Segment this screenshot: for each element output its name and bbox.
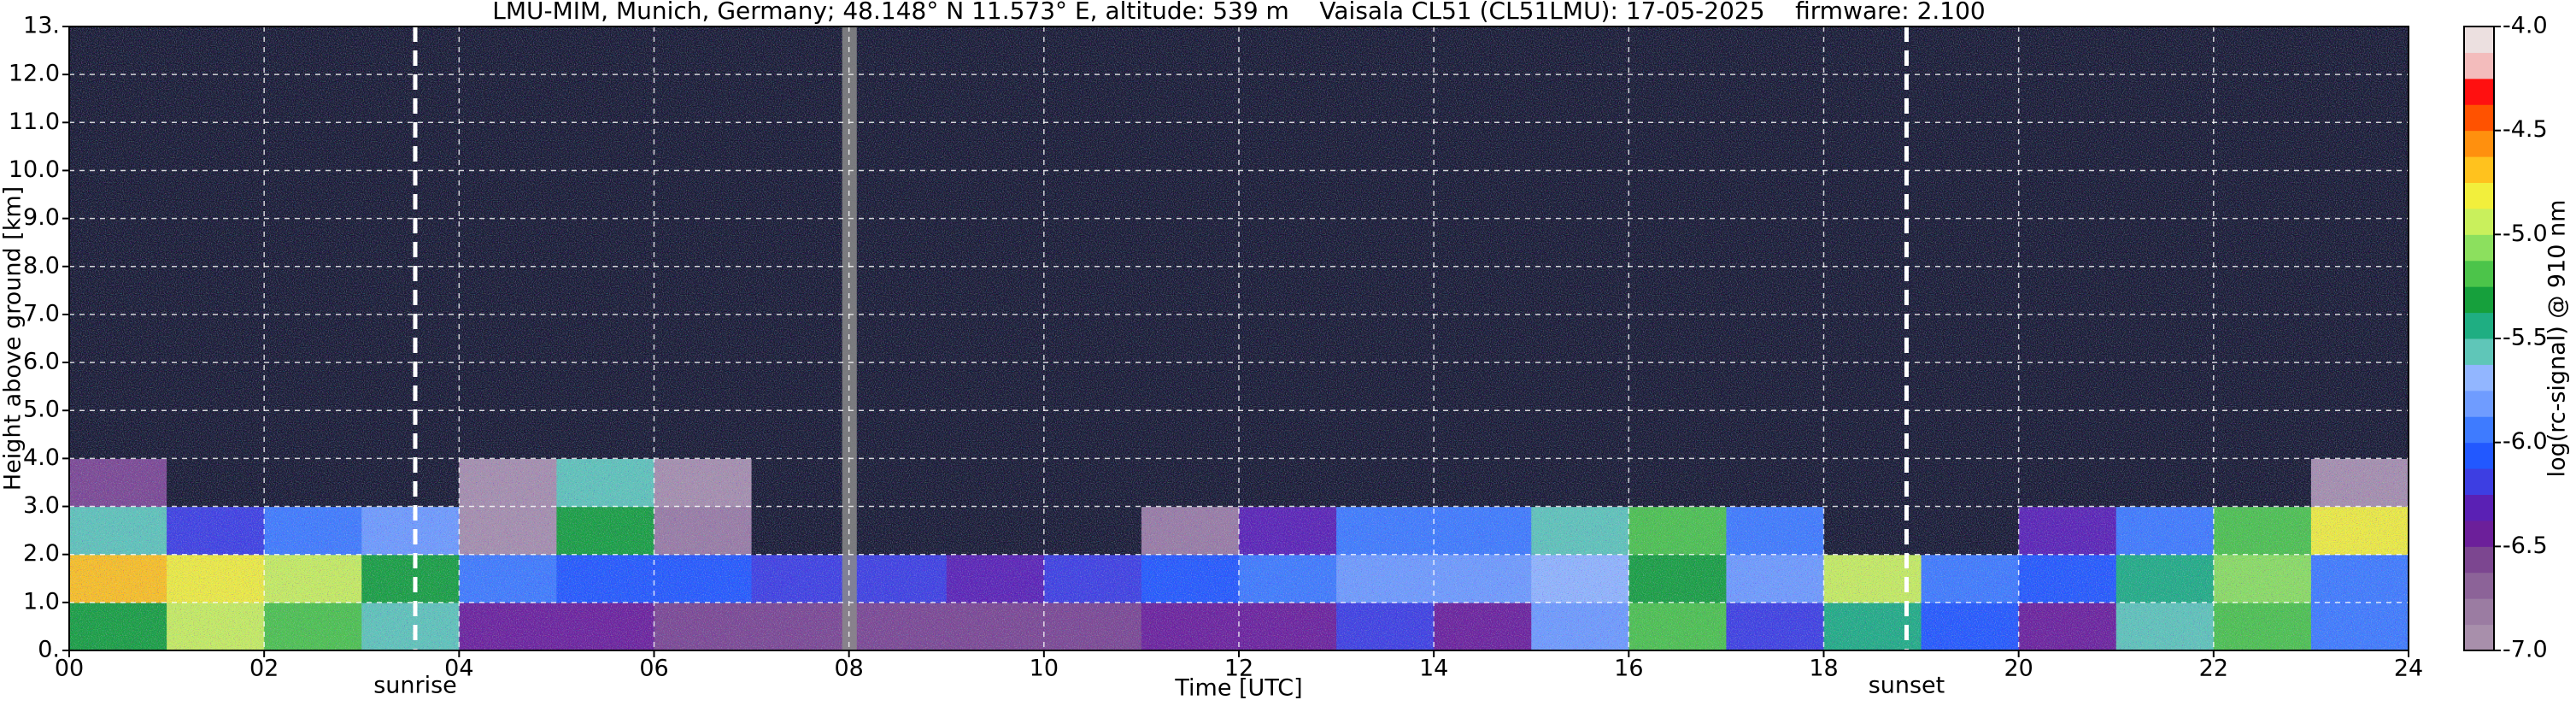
y-tick-label: 0. [38, 637, 60, 663]
y-tick-label: 4.0 [23, 444, 60, 471]
colorbar-segment [2464, 286, 2494, 314]
x-tick-label: 02 [249, 656, 279, 682]
x-tick-label: 14 [1419, 656, 1448, 682]
x-axis-label: Time [UTC] [1174, 675, 1302, 702]
annotation-label: sunrise [373, 673, 457, 699]
colorbar-segment [2464, 26, 2494, 53]
x-tick-label: 10 [1030, 656, 1059, 682]
x-tick-label: 22 [2199, 656, 2228, 682]
colorbar-segment [2464, 520, 2494, 547]
colorbar-tick-label: -6.5 [2503, 532, 2548, 559]
colorbar-segment [2464, 104, 2494, 132]
colorbar-segment [2464, 494, 2494, 521]
y-tick-label: 7.0 [23, 300, 60, 327]
colorbar-segment [2464, 598, 2494, 626]
y-tick-label: 9.0 [23, 204, 60, 231]
y-tick-label: 11.0 [9, 109, 60, 135]
chart-title: LMU-MIM, Munich, Germany; 48.148° N 11.5… [492, 0, 1986, 25]
x-tick-label: 06 [639, 656, 668, 682]
colorbar-tick-label: -5.5 [2503, 325, 2548, 351]
x-tick-label: 24 [2394, 656, 2423, 682]
x-tick-label: 20 [2004, 656, 2033, 682]
y-tick-label: 2.0 [23, 540, 60, 567]
colorbar-segment [2464, 234, 2494, 262]
overlay: 0. 1.0 2.0 3.0 4.0 5.0 6.0 7.0 8.0 9.0 10.0 11.0 12.… [9, 13, 2548, 699]
colorbar-label: log(rc-signal) @ 910 nm [2544, 200, 2571, 478]
x-tick-label: 16 [1614, 656, 1643, 682]
colorbar-segment [2464, 182, 2494, 209]
x-tick-label: 00 [55, 656, 84, 682]
colorbar-segment [2464, 208, 2494, 235]
x-tick-label: 04 [444, 656, 473, 682]
x-tick-label: 12 [1224, 656, 1253, 682]
colorbar-segment [2464, 390, 2494, 417]
y-tick-label: 1.0 [23, 588, 60, 615]
y-tick-label: 6.0 [23, 349, 60, 375]
colorbar-segment [2464, 312, 2494, 339]
colorbar-segment [2464, 416, 2494, 444]
x-tick-label: 08 [834, 656, 863, 682]
colorbar-segment [2464, 338, 2494, 365]
plot-frame [68, 26, 2409, 651]
x-tick-label: 18 [1809, 656, 1838, 682]
y-tick-label: 13. [23, 13, 60, 39]
colorbar-segment [2464, 624, 2494, 651]
colorbar-segment [2464, 52, 2494, 79]
y-tick-label: 5.0 [23, 397, 60, 423]
colorbar-segment [2464, 156, 2494, 183]
colorbar-tick-label: -5.0 [2503, 221, 2548, 247]
colorbar-segment [2464, 442, 2494, 469]
colorbar-tick-label: -4.0 [2503, 13, 2548, 39]
colorbar-tick-label: -6.0 [2503, 428, 2548, 455]
colorbar-segment [2464, 260, 2494, 287]
y-tick-label: 12.0 [9, 61, 60, 87]
y-axis-label: Height above ground [km] [0, 186, 26, 491]
colorbar-segment [2464, 572, 2494, 599]
colorbar-segment [2464, 364, 2494, 391]
colorbar-segment [2464, 78, 2494, 105]
annotation-label: sunset [1869, 673, 1945, 699]
y-tick-label: 3.0 [23, 492, 60, 519]
y-tick-label: 10.0 [9, 156, 60, 183]
colorbar-segment [2464, 546, 2494, 574]
colorbar-segment [2464, 468, 2494, 495]
colorbar-segment [2464, 130, 2494, 157]
y-tick-label: 8.0 [23, 252, 60, 279]
colorbar-tick-label: -7.0 [2503, 637, 2548, 663]
colorbar-tick-label: -4.5 [2503, 116, 2548, 143]
